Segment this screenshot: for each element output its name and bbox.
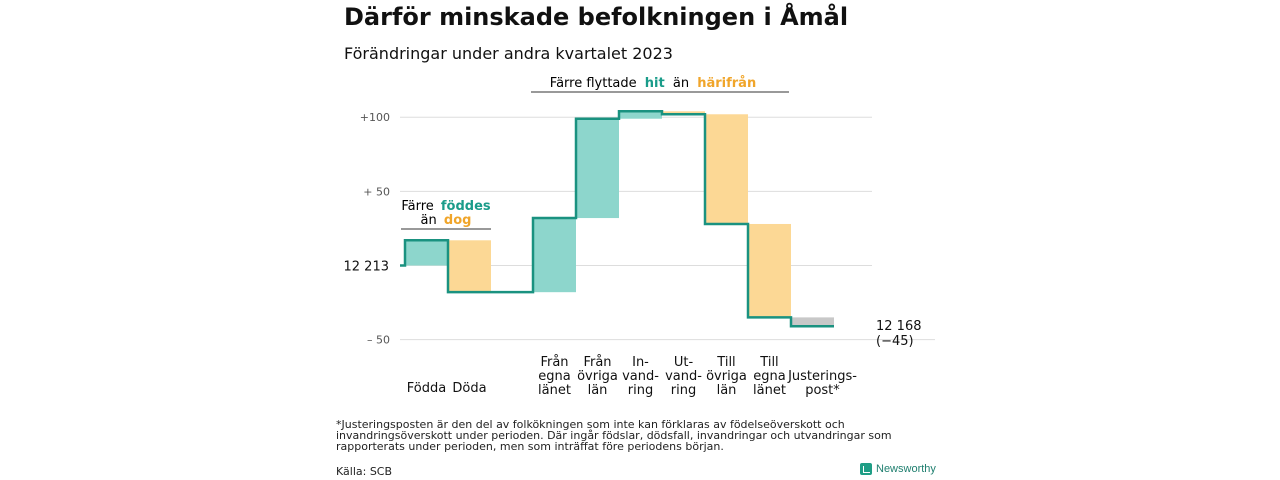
category-label: län bbox=[717, 383, 737, 398]
births-annotation-line1: Färre föddes bbox=[401, 199, 491, 214]
end-value-label: 12 168 bbox=[876, 319, 922, 334]
y-tick-label: – 50 bbox=[367, 334, 390, 347]
footnote: *Justeringsposten är den del av folkökni… bbox=[336, 418, 892, 453]
category-label: länet bbox=[753, 383, 786, 398]
category-label: övriga bbox=[706, 369, 747, 384]
category-label: Till bbox=[716, 355, 735, 370]
category-label: ring bbox=[628, 383, 653, 398]
y-tick-label: + 50 bbox=[363, 185, 390, 198]
waterfall-bar bbox=[576, 118, 619, 219]
category-label: Från bbox=[583, 355, 611, 370]
category-label: Justerings- bbox=[787, 369, 857, 384]
chart-title: Därför minskade befolkningen i Åmål bbox=[344, 3, 849, 31]
migration-annotation: Färre flyttade hit än härifrån bbox=[550, 76, 756, 91]
category-label: vand- bbox=[622, 369, 659, 384]
category-label: ring bbox=[671, 383, 696, 398]
category-label: In- bbox=[632, 355, 649, 370]
category-label: övriga bbox=[577, 369, 618, 384]
start-value-label: 12 213 bbox=[344, 259, 390, 274]
brand-logo: Newsworthy bbox=[860, 463, 936, 475]
waterfall-bar bbox=[405, 240, 448, 266]
births-annotation-line2: än dog bbox=[421, 213, 472, 228]
category-label: Från bbox=[540, 355, 568, 370]
category-label: Döda bbox=[452, 381, 486, 396]
y-tick-label: +100 bbox=[360, 111, 390, 124]
category-label: länet bbox=[538, 383, 571, 398]
waterfall-bar bbox=[748, 223, 791, 318]
source-label: Källa: SCB bbox=[336, 465, 393, 478]
newsworthy-icon bbox=[860, 463, 872, 475]
category-label: egna bbox=[753, 369, 785, 384]
waterfall-step-line bbox=[400, 110, 834, 328]
category-label: Ut- bbox=[674, 355, 694, 370]
waterfall-bar bbox=[619, 111, 662, 119]
category-label: egna bbox=[538, 369, 570, 384]
waterfall-bar bbox=[662, 111, 705, 115]
category-label: Till bbox=[759, 355, 778, 370]
waterfall-bar bbox=[533, 218, 576, 293]
chart-subtitle: Förändringar under andra kvartalet 2023 bbox=[344, 44, 673, 63]
end-change-label: (−45) bbox=[876, 334, 914, 349]
waterfall-bar bbox=[791, 317, 834, 327]
waterfall-bar bbox=[448, 240, 491, 293]
category-label: län bbox=[588, 383, 608, 398]
brand-name: Newsworthy bbox=[876, 463, 936, 475]
category-label: post* bbox=[805, 383, 840, 398]
waterfall-bar bbox=[705, 114, 748, 224]
category-label: Födda bbox=[407, 381, 446, 396]
category-label: vand- bbox=[665, 369, 702, 384]
